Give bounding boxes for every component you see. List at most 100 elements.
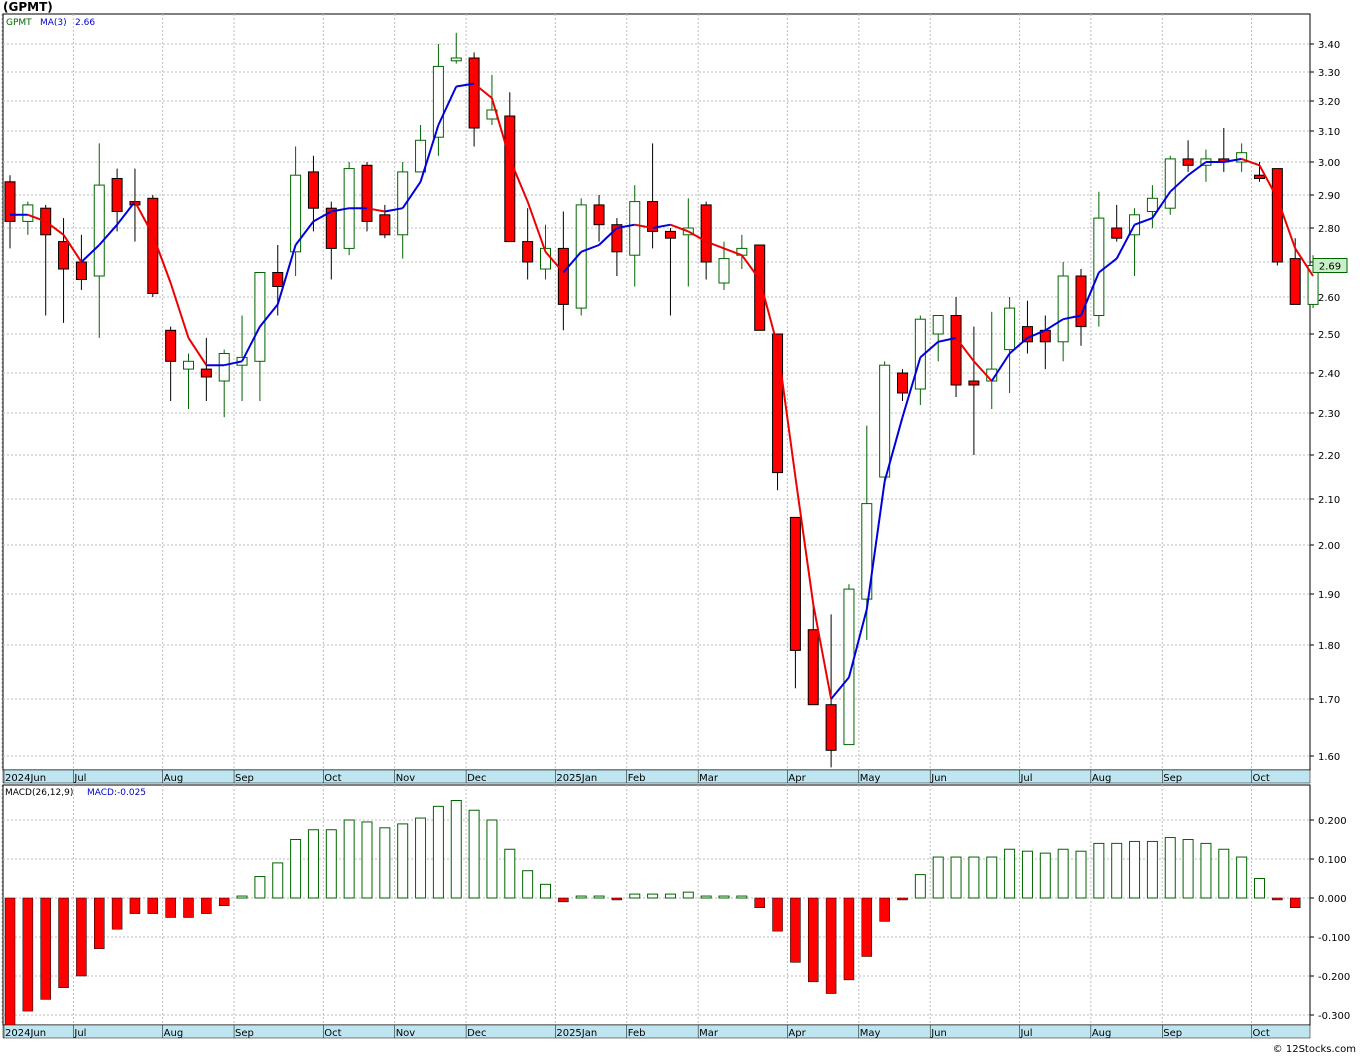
candle [807,629,819,706]
macd-bar [1272,897,1283,901]
ma3-line-segment [723,247,743,257]
macd-bar [397,823,409,899]
last-price-box [1312,258,1348,273]
candle [218,353,230,382]
ma3-line-segment [1115,224,1136,260]
macd-bar [1236,856,1248,899]
price-x-tick-label: Nov [396,773,416,784]
price-x-tick-label: Aug [1092,773,1112,784]
ma3-line-segment [1223,157,1242,163]
ma3-line-segment [652,223,671,229]
price-x-tick-label: Mar [699,773,719,784]
ma3-line-segment [45,220,65,236]
macd-bar [575,895,587,899]
price-x-tick-label: Sep [1163,773,1182,784]
ma3-line-segment [401,181,422,209]
ma3-line-segment [1008,337,1029,355]
macd-bar [1182,839,1194,899]
macd-bar [1164,837,1176,899]
macd-x-tick-label: Oct [324,1028,341,1039]
macd-bar [647,893,659,899]
candle [647,201,659,232]
macd-bar [540,883,551,899]
macd-bar [1057,848,1069,899]
macd-bar [76,897,87,977]
macd-bar [22,897,34,1012]
ma3-line-segment [1169,174,1189,193]
ma3-line-segment [919,341,939,359]
price-y-tick-label: 2.80 [1318,224,1340,235]
macd-x-tick-label: 2024Jun [5,1028,46,1039]
macd-bar [593,895,605,899]
macd-bar [986,856,998,899]
price-y-tick-label: 2.50 [1318,330,1340,341]
macd-bar [772,897,783,932]
ma3-line-segment [437,86,458,126]
ma3-line-segment [1134,217,1153,226]
price-x-tick-label: Jul [1019,773,1032,784]
macd-bar [754,897,765,908]
ma3-line-segment [1276,197,1297,249]
macd-bar [272,862,284,899]
macd-bar [504,848,516,899]
candle [415,139,427,173]
ma3-line-segment [937,336,957,343]
ma3-line-segment [883,416,904,482]
macd-legend-value: MACD:-0.025 [87,788,146,798]
candle [1164,158,1176,209]
macd-bar [415,817,427,899]
macd-bar [307,829,319,899]
macd-bar [361,821,373,899]
macd-bar [843,897,855,981]
candle [325,207,337,249]
candle [593,204,605,226]
candle [361,164,373,222]
candle [1004,307,1016,351]
candle [1254,174,1265,179]
macd-y-tick-label: 0.100 [1318,855,1347,866]
chart-title: (GPMT) [3,0,53,14]
macd-bar [129,897,141,914]
candle [522,241,534,263]
macd-x-tick-label: Jun [930,1028,947,1039]
ma3-line-segment [294,220,315,246]
candle [183,360,194,370]
candle [772,333,784,474]
ma3-line-segment [1258,164,1279,199]
macd-bar [236,895,248,899]
macd-bar [183,897,194,918]
price-x-tick-label: Feb [628,773,646,784]
candle [22,204,34,222]
ma3-line-segment [473,82,493,99]
price-y-tick-label: 1.70 [1318,695,1340,706]
price-x-tick-label: Dec [467,773,486,784]
candle [718,258,730,284]
macd-bar [432,805,444,899]
ma3-line-segment [776,345,797,478]
price-x-tick-label: May [860,773,881,784]
ma3-line-segment [80,244,100,263]
ma3-line-segment [331,207,350,213]
candle [932,315,944,335]
ma3-line-segment [276,244,297,305]
legend-ma-value: 2.66 [75,18,95,28]
candle [1057,275,1069,343]
ma3-line-segment [1044,318,1064,332]
price-y-tick-label: 2.30 [1318,409,1340,420]
price-y-tick-label: 3.30 [1318,68,1340,79]
macd-x-tick-label: Nov [396,1028,416,1039]
macd-x-tick-label: Sep [235,1028,254,1039]
ma3-line-segment [758,279,779,346]
candle [272,272,284,287]
macd-bar [914,874,926,899]
price-y-tick-label: 2.20 [1318,451,1340,462]
ma3-line-segment [1241,157,1260,167]
macd-bar [1093,842,1105,899]
price-x-tick-label: Oct [1253,773,1270,784]
candle [58,241,70,270]
macd-x-tick-label: Sep [1163,1028,1182,1039]
macd-bar [1075,850,1087,899]
macd-bar [343,819,355,899]
candle [290,174,302,253]
